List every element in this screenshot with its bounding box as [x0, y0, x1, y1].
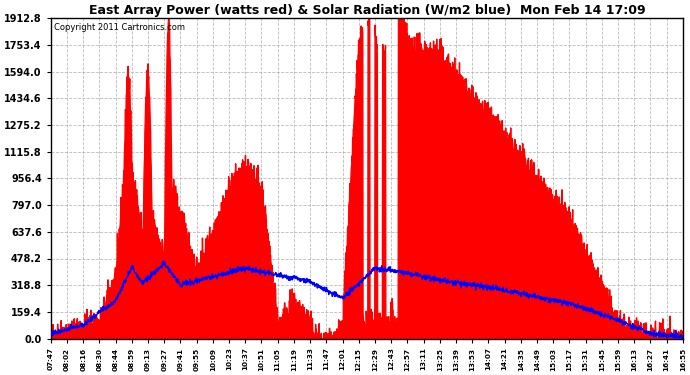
Title: East Array Power (watts red) & Solar Radiation (W/m2 blue)  Mon Feb 14 17:09: East Array Power (watts red) & Solar Rad… — [88, 4, 645, 17]
Text: Copyright 2011 Cartronics.com: Copyright 2011 Cartronics.com — [54, 23, 185, 32]
